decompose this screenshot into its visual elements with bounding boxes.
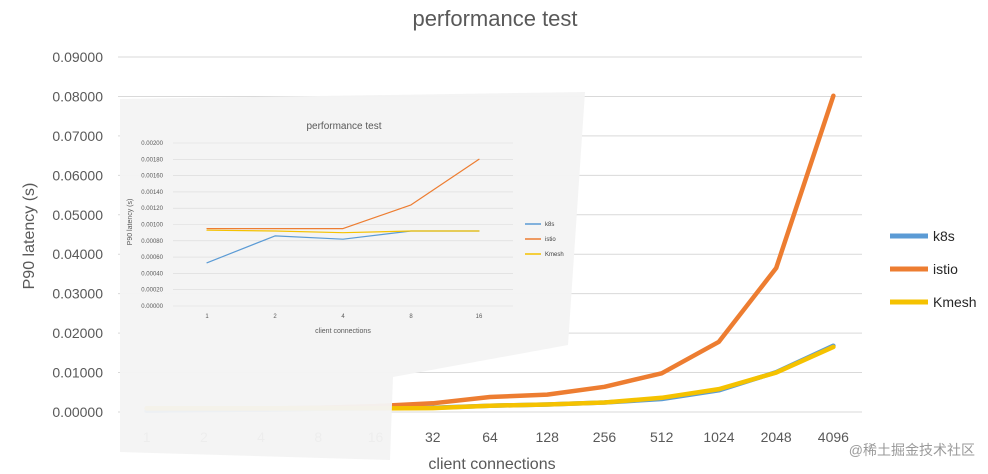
inset-background	[120, 92, 585, 460]
x-tick-label: 32	[425, 429, 441, 445]
y-tick-label: 0.00140	[141, 190, 163, 196]
x-tick-label: 8	[409, 314, 413, 320]
y-tick-label: 0.09000	[52, 49, 103, 65]
chart-title: performance test	[412, 6, 577, 31]
y-tick-label: 0.00000	[141, 304, 163, 310]
legend-label-kmesh: Kmesh	[545, 252, 564, 258]
x-tick-label: 1	[205, 314, 209, 320]
main-legend: k8s istio Kmesh	[890, 228, 977, 310]
x-tick-label: 64	[482, 429, 498, 445]
y-tick-label: 0.02000	[52, 325, 103, 341]
x-tick-label: 16	[476, 314, 483, 320]
x-tick-label: 512	[650, 429, 674, 445]
x-tick-label: 1024	[703, 429, 734, 445]
x-tick-label: 2	[273, 314, 277, 320]
y-tick-label: 0.00000	[52, 404, 103, 420]
legend-label-istio: istio	[933, 261, 958, 277]
x-tick-label: 2048	[761, 429, 792, 445]
y-axis-label: P90 latency (s)	[21, 183, 38, 290]
inset-gridlines	[173, 142, 513, 307]
y-tick-label: 0.03000	[52, 286, 103, 302]
y-tick-label: 0.00200	[141, 141, 163, 147]
legend-label-k8s: k8s	[545, 222, 554, 228]
inset-chart: performance test 0.000000.000200.000400.…	[120, 92, 585, 460]
y-tick-label: 0.01000	[52, 365, 103, 381]
watermark: @稀土掘金技术社区	[849, 442, 975, 458]
y-tick-label: 0.00060	[141, 255, 163, 261]
y-tick-label: 0.00160	[141, 174, 163, 180]
y-tick-label: 0.00120	[141, 206, 163, 212]
legend-label-kmesh: Kmesh	[933, 294, 977, 310]
inset-legend: k8s istio Kmesh	[525, 222, 564, 258]
y-tick-label: 0.06000	[52, 167, 103, 183]
main-y-tick-labels: 0.00000 0.01000 0.02000 0.03000 0.04000 0.050…	[52, 49, 103, 420]
legend-label-istio: istio	[545, 237, 556, 243]
inset-y-tick-labels: 0.00000 0.00020 0.00040 0.00060 0.00080 0.001…	[141, 141, 163, 310]
y-tick-label: 0.05000	[52, 207, 103, 223]
y-tick-label: 0.00180	[141, 157, 163, 163]
x-tick-label: 4	[341, 314, 345, 320]
y-tick-label: 0.07000	[52, 128, 103, 144]
inset-x-tick-labels: 1 2 4 8 16	[205, 314, 483, 320]
y-tick-label: 0.00100	[141, 223, 163, 229]
inset-y-axis-label: P90 latency (s)	[127, 199, 134, 246]
x-tick-label: 128	[536, 429, 560, 445]
inset-chart-title: performance test	[306, 121, 381, 132]
y-tick-label: 0.00040	[141, 271, 163, 277]
series-line-kmesh	[206, 229, 480, 234]
inset-x-axis-label: client connections	[315, 328, 371, 335]
y-tick-label: 0.00080	[141, 239, 163, 245]
x-axis-label: client connections	[428, 456, 555, 473]
inset-series-lines	[206, 158, 480, 264]
series-line-istio	[206, 158, 480, 230]
y-tick-label: 0.04000	[52, 246, 103, 262]
y-tick-label: 0.00020	[141, 288, 163, 294]
legend-label-k8s: k8s	[933, 228, 955, 244]
x-tick-label: 256	[593, 429, 617, 445]
y-tick-label: 0.08000	[52, 88, 103, 104]
x-tick-label: 4096	[818, 429, 849, 445]
